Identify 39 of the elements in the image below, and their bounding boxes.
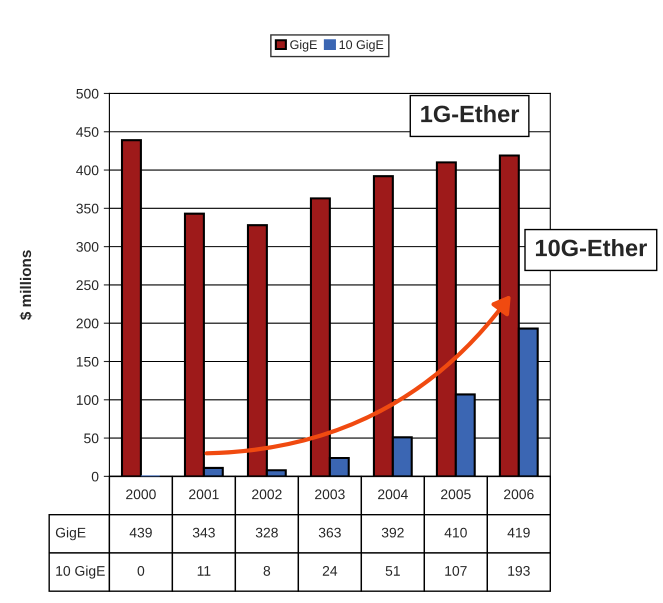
x-tick-label: 2000 — [126, 489, 156, 500]
data-label: 343 — [192, 528, 215, 538]
data-label: 392 — [382, 528, 404, 538]
legend-label: GigE — [290, 40, 317, 52]
text: GigE — [56, 527, 86, 540]
y-tick-label: 250 — [76, 280, 98, 290]
x-tick-label: 2001 — [189, 489, 219, 500]
y-tick-label: 0 — [92, 472, 98, 482]
data-label: 363 — [318, 528, 341, 538]
y-tick-label: 500 — [76, 88, 98, 99]
data-label: 8 — [264, 566, 270, 576]
legend-label: 10 GigE — [340, 40, 384, 52]
y-axis-title: $ millions — [20, 250, 32, 320]
data-label: 107 — [445, 566, 467, 576]
data-label: 193 — [508, 566, 530, 576]
y-tick-label: 300 — [76, 242, 98, 252]
y-tick-label: 100 — [76, 395, 98, 405]
x-tick-label: 2004 — [378, 489, 408, 500]
annotation: 10G-Ether — [536, 238, 647, 256]
data-label: 11 — [198, 566, 210, 576]
data-label: 328 — [256, 528, 278, 538]
data-label: 24 — [322, 566, 338, 576]
text: 10 GigE — [56, 566, 105, 579]
y-tick-label: 400 — [76, 165, 98, 176]
data-label: 439 — [130, 528, 152, 538]
x-tick-label: 2002 — [252, 489, 282, 500]
y-tick-label: 350 — [76, 204, 98, 214]
y-tick-label: 150 — [76, 356, 98, 367]
y-tick-label: 450 — [76, 127, 98, 137]
data-label: 410 — [444, 528, 467, 538]
y-tick-label: 50 — [84, 433, 98, 444]
data-label: 419 — [508, 528, 530, 538]
x-tick-label: 2003 — [315, 489, 345, 500]
y-tick-label: 200 — [76, 318, 98, 328]
data-label: 51 — [386, 566, 400, 576]
x-tick-label: 2006 — [504, 489, 534, 500]
data-label: 0 — [138, 566, 144, 576]
x-tick-label: 2005 — [441, 489, 471, 500]
annotation: 1G-Ether — [421, 104, 520, 122]
